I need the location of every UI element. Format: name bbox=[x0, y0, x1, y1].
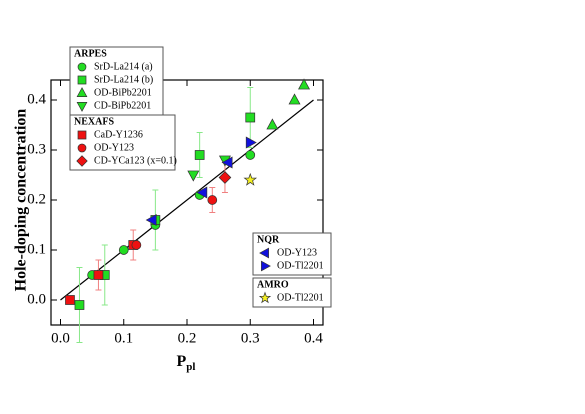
legend-marker bbox=[261, 260, 271, 272]
legend-label: CaD-Y1236 bbox=[94, 129, 143, 140]
legend-marker bbox=[77, 62, 87, 72]
legend-box bbox=[252, 277, 332, 308]
x-label-sub: pl bbox=[186, 361, 195, 373]
data-point bbox=[207, 195, 218, 205]
legend-label: OD-Y123 bbox=[94, 142, 134, 153]
legend-label: CD-YCa123 (x=0.1) bbox=[94, 155, 177, 166]
legend-group-title: NQR bbox=[257, 234, 280, 245]
legend-group: NQR OD-Y123 OD-Tl2201 bbox=[252, 232, 332, 276]
legend-label: CD-BiPb2201 bbox=[94, 100, 151, 111]
data-point bbox=[266, 118, 279, 130]
x-tick-label: 0.2 bbox=[178, 330, 197, 346]
data-point bbox=[221, 156, 233, 169]
data-point bbox=[187, 170, 200, 182]
data-point bbox=[65, 295, 75, 305]
legend-group-title: ARPES bbox=[74, 48, 107, 59]
data-point bbox=[131, 240, 142, 250]
data-point bbox=[288, 93, 301, 105]
y-tick-label: 0.3 bbox=[27, 141, 46, 157]
x-tick-label: 0.0 bbox=[51, 330, 70, 346]
legend-marker bbox=[76, 155, 88, 167]
x-tick-label: 0.4 bbox=[304, 330, 323, 346]
x-tick-label: 0.3 bbox=[241, 330, 260, 346]
x-label-main: P bbox=[177, 353, 187, 370]
y-axis-label: Hole-doping concentration bbox=[13, 109, 30, 292]
legend-group-title: AMRO bbox=[257, 279, 289, 290]
data-point bbox=[145, 214, 157, 226]
fit-line bbox=[60, 99, 314, 301]
data-point bbox=[196, 186, 208, 199]
legend-label: OD-BiPb2201 bbox=[94, 87, 152, 98]
legend-label: OD-Y123 bbox=[277, 247, 317, 258]
legend-label: OD-Tl2201 bbox=[277, 260, 324, 271]
legend-group-title: NEXAFS bbox=[74, 116, 114, 127]
legend-marker bbox=[76, 87, 88, 97]
data-point bbox=[74, 300, 85, 310]
data-point bbox=[118, 245, 129, 255]
legend-group: NEXAFS CaD-Y1236 OD-Y123 CD-YCa123 (x=0.1) bbox=[69, 114, 177, 171]
data-point bbox=[245, 112, 256, 123]
legend-group: ARPES SrD-La214 (a) SrD-La214 (b) OD-BiPb22… bbox=[69, 46, 164, 116]
y-tick-label: 0.2 bbox=[27, 191, 46, 207]
legend-marker bbox=[258, 291, 272, 304]
legend-marker bbox=[259, 247, 269, 259]
x-axis-label: Ppl bbox=[177, 353, 196, 373]
y-tick-label: 0.0 bbox=[27, 291, 46, 307]
data-point bbox=[243, 172, 258, 186]
legend-marker bbox=[76, 102, 88, 112]
legend-marker bbox=[77, 130, 87, 140]
data-point bbox=[245, 150, 256, 160]
legend-marker bbox=[77, 75, 87, 85]
legend-marker bbox=[77, 143, 87, 153]
legend-label: OD-Tl2201 bbox=[277, 292, 324, 303]
data-point bbox=[194, 150, 205, 160]
legend-label: SrD-La214 (a) bbox=[94, 61, 153, 72]
data-point bbox=[93, 270, 104, 280]
y-tick-label: 0.1 bbox=[27, 241, 46, 257]
legend-label: SrD-La214 (b) bbox=[94, 74, 153, 85]
legend-group: AMRO OD-Tl2201 bbox=[252, 277, 332, 308]
data-point bbox=[218, 171, 232, 184]
y-tick-label: 0.4 bbox=[27, 91, 46, 107]
data-point bbox=[298, 78, 311, 90]
x-tick-label: 0.1 bbox=[114, 330, 133, 346]
data-point bbox=[245, 136, 257, 149]
